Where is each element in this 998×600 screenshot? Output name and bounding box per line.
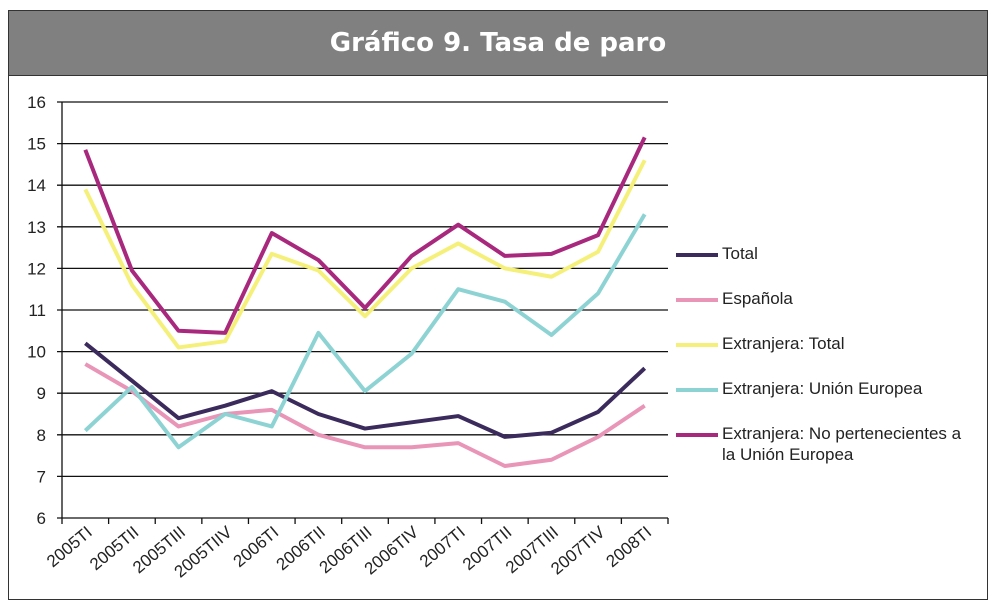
- y-tick-label: 7: [37, 467, 46, 486]
- y-tick-label: 11: [28, 301, 46, 320]
- y-tick-label: 8: [37, 426, 46, 445]
- legend-label: Total: [722, 244, 758, 263]
- x-tick-label: 2006TI: [230, 523, 283, 572]
- series-line: [83, 213, 647, 450]
- legend: Total Española Extranjera: Total Extranjera…: [676, 243, 976, 468]
- x-tick-label: 2007TI: [416, 523, 469, 572]
- series-line: [84, 341, 647, 439]
- series-line: [84, 362, 646, 468]
- chart-title: Gráfico 9. Tasa de paro: [9, 11, 987, 76]
- y-tick-label: 9: [37, 384, 46, 403]
- x-tick-label: 2005TI: [43, 523, 96, 572]
- y-tick-label: 10: [27, 343, 46, 362]
- y-tick-label: 14: [27, 176, 46, 195]
- y-tick-label: 15: [27, 135, 46, 154]
- legend-item: Total: [676, 243, 976, 288]
- series-line: [83, 159, 647, 350]
- legend-label: Española: [722, 289, 793, 308]
- legend-label: Extranjera: Total: [722, 334, 845, 353]
- legend-swatch: [676, 253, 718, 257]
- legend-item: Extranjera: Total: [676, 333, 976, 378]
- y-tick-label: 13: [27, 218, 46, 237]
- legend-item: Extranjera: No pertenecientes a la Unión…: [676, 423, 976, 468]
- legend-item: Extranjera: Unión Europea: [676, 378, 976, 423]
- legend-swatch: [676, 343, 718, 347]
- y-tick-label: 12: [27, 259, 46, 278]
- x-tick-label: 2008TI: [602, 523, 655, 572]
- frame: Gráfico 9. Tasa de paro: [8, 10, 988, 600]
- legend-item: Española: [676, 288, 976, 333]
- series-line: [83, 136, 647, 335]
- legend-label: Extranjera: No pertenecientes a la Unión…: [722, 424, 962, 464]
- legend-swatch: [676, 298, 718, 302]
- legend-swatch: [676, 433, 718, 437]
- y-tick-label: 6: [37, 509, 46, 528]
- legend-swatch: [676, 388, 718, 392]
- y-tick-label: 16: [27, 93, 46, 112]
- legend-label: Extranjera: Unión Europea: [722, 379, 923, 398]
